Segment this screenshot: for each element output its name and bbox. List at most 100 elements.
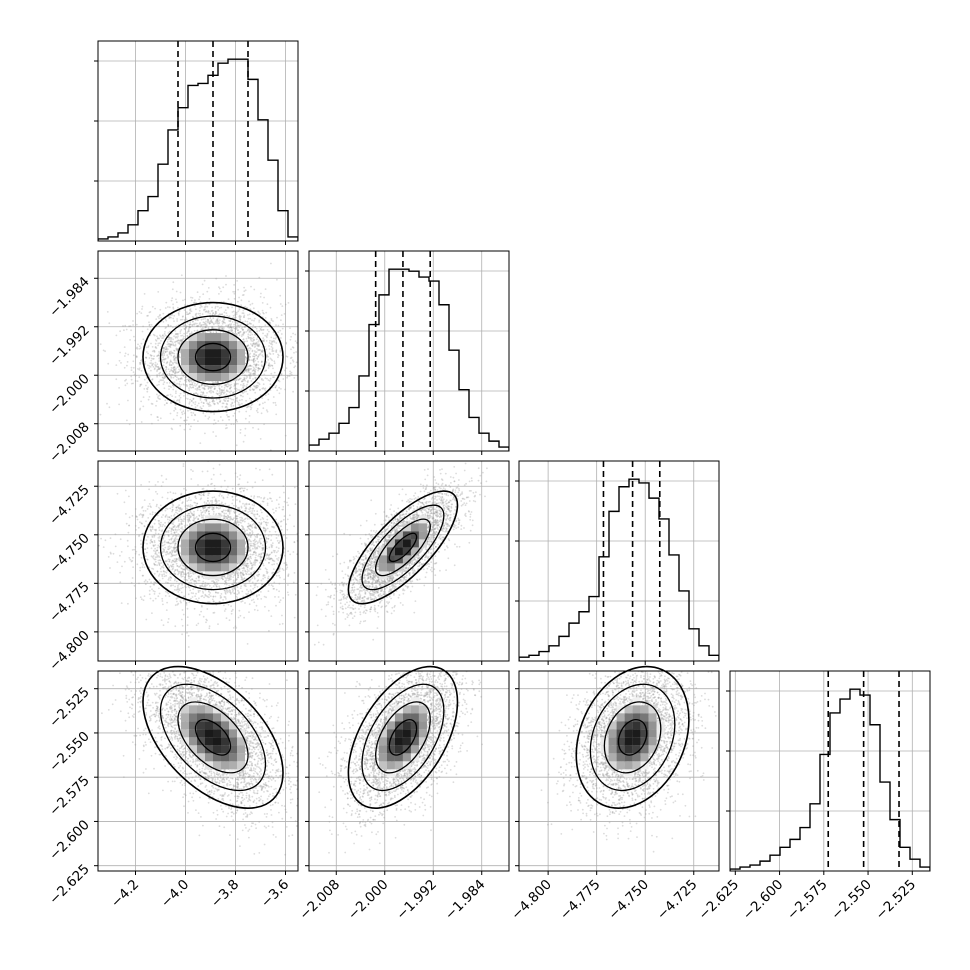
scatter-point [149,334,152,337]
scatter-point [175,298,177,301]
scatter-point [147,505,150,508]
density-cell [229,373,237,382]
scatter-point [206,321,209,324]
scatter-point [211,321,214,324]
scatter-point [159,342,161,345]
scatter-point [243,487,246,490]
scatter-point [244,320,247,323]
scatter-point [192,397,195,400]
scatter-point [153,590,156,593]
scatter-point [280,337,282,339]
scatter-point [233,297,236,300]
scatter-point [241,402,243,405]
scatter-point [237,401,240,404]
scatter-point [251,370,254,372]
scatter-point [200,494,203,497]
scatter-point [168,577,170,580]
scatter-point [252,324,255,327]
scatter-point [204,594,207,597]
scatter-point [216,318,219,320]
scatter-point [275,336,278,339]
scatter-point [164,376,167,378]
scatter-point [161,337,164,340]
scatter-point [184,304,186,306]
scatter-point [199,322,202,324]
scatter-point [285,367,288,369]
scatter-point [256,357,259,360]
scatter-point [221,391,224,393]
scatter-point [205,399,208,402]
scatter-point [158,564,161,567]
scatter-point [193,380,196,383]
scatter-point [146,387,148,390]
scatter-point [175,290,178,293]
scatter-point [135,355,138,358]
scatter-point [262,518,265,520]
scatter-point [144,361,147,363]
scatter-point [167,491,169,494]
scatter-point [277,379,279,382]
scatter-point [241,380,244,383]
scatter-point [201,575,204,577]
scatter-point [251,350,254,353]
scatter-point [271,563,274,566]
scatter-point [243,520,246,523]
scatter-point [154,550,157,553]
scatter-point [272,401,275,404]
scatter-point [173,368,175,371]
scatter-point [165,551,167,554]
scatter-point [253,355,255,358]
scatter-point [270,345,273,348]
scatter-point [237,576,239,579]
scatter-point [142,514,145,517]
scatter-point [246,559,249,562]
scatter-point [164,376,167,379]
scatter-point [232,415,235,417]
scatter-point [239,488,241,490]
scatter-point [266,354,269,357]
scatter-point [156,375,159,378]
scatter-point [229,515,232,518]
scatter-point [252,336,255,339]
scatter-point [179,396,182,399]
scatter-point [251,313,254,315]
scatter-point [151,526,154,529]
scatter-point [232,392,234,395]
density-cell [205,357,213,366]
scatter-point [228,320,231,322]
scatter-point [144,363,147,365]
scatter-point [273,360,276,363]
scatter-point [233,284,236,286]
scatter-point [212,423,215,425]
scatter-point [220,485,223,488]
scatter-point [247,323,249,326]
scatter-point [222,578,224,581]
scatter-point [190,296,192,299]
scatter-point [234,625,237,628]
scatter-point [251,337,254,340]
scatter-point [206,584,208,587]
scatter-point [233,412,236,415]
scatter-point [304,347,306,349]
scatter-point [207,320,209,323]
scatter-point [163,335,165,338]
scatter-point [141,532,144,535]
scatter-point [174,359,177,361]
scatter-point [226,496,229,499]
scatter-point [259,388,261,391]
scatter-point [275,404,277,406]
scatter-point [218,400,221,403]
scatter-point [160,570,163,573]
scatter-point [188,581,191,584]
axes-frame [308,250,510,452]
scatter-point [166,361,169,364]
scatter-point [294,340,297,342]
scatter-point [222,391,225,394]
scatter-point [249,555,252,558]
scatter-point [229,590,232,592]
scatter-point [203,323,206,326]
scatter-point [211,508,214,510]
scatter-point [100,537,102,540]
scatter-point [139,362,142,364]
scatter-point [150,359,153,362]
